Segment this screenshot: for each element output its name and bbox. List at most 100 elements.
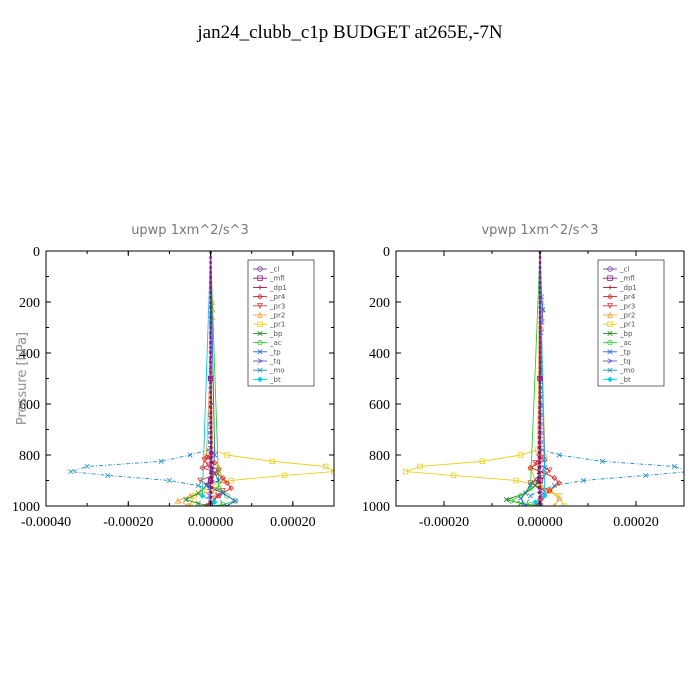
series-point_mo [671, 463, 677, 470]
series-point_pr1 [224, 452, 230, 458]
series-point_bp [523, 490, 529, 496]
x-tick-label: 0.00000 [517, 515, 563, 530]
series-point_mo [187, 452, 193, 458]
series-point_pr4 [551, 475, 558, 481]
series-point_mo [599, 458, 605, 464]
series-point_pr4 [215, 492, 222, 499]
series-point_pr1 [417, 463, 423, 470]
series-point_bt [199, 492, 206, 499]
series-point_pr2 [187, 492, 193, 499]
series-point_pr3 [197, 477, 204, 484]
series-point_pr1 [402, 468, 409, 475]
y-tick-label: 0 [383, 245, 390, 260]
legend-label_cl: _cl [269, 266, 279, 274]
legend-marker_tq [257, 358, 264, 364]
series-point_mo [105, 472, 111, 478]
legend-marker_mfl [257, 275, 263, 281]
series-point_pr3 [532, 459, 539, 466]
vpwp-panel: vpwp 1xm^2/s^3 Pressure [hPa] 0 200 400 600 80… [15, 223, 692, 530]
series-point_tp [518, 495, 524, 501]
series-point_tp [216, 477, 222, 484]
series-point_tp [542, 465, 548, 471]
legend-marker_ac [607, 339, 613, 346]
legend-label_bt: _bt [269, 376, 281, 384]
y-tick-label: 1000 [362, 500, 390, 515]
series-point_pr1 [269, 458, 275, 465]
legend-marker_tp [257, 349, 263, 355]
x-tick-label: 0.00020 [613, 515, 659, 530]
series-point_ac [232, 498, 238, 504]
legend-marker_dp1 [257, 285, 263, 290]
x-tick-label: -0.00040 [21, 515, 71, 530]
series-line_mo [70, 251, 224, 506]
legend-label_ac: _ac [619, 339, 632, 347]
legend-marker_pr2 [607, 311, 613, 318]
vpwp-series-group [402, 251, 692, 506]
legend-marker_pr4 [257, 293, 263, 300]
series-point_pr1 [561, 503, 567, 506]
y-tick-label: 600 [19, 398, 40, 413]
legend-label_cl: _cl [619, 266, 629, 274]
series-point_dp1 [209, 478, 215, 483]
series-point_bp [195, 500, 201, 506]
series-point_bt [541, 492, 548, 499]
series-point_pr4 [199, 464, 206, 471]
series-point_mo [580, 477, 586, 484]
legend-label_pr4: _pr4 [269, 293, 286, 301]
series-point_mo [527, 493, 533, 499]
series-point_pr1 [518, 452, 524, 458]
series-point_ac [508, 498, 514, 504]
series-point_tp [224, 503, 230, 506]
x-tick-label: -0.00020 [419, 515, 469, 530]
upwp-y-axis-label: Pressure [hPa] [15, 332, 30, 425]
series-point_ac [224, 493, 230, 499]
series-point_pr4 [556, 480, 563, 486]
legend-label_tq: _tq [619, 358, 631, 366]
series-point_pr4 [211, 459, 218, 466]
vpwp-panel-title: vpwp 1xm^2/s^3 [481, 223, 598, 238]
legend-marker_tq [607, 358, 614, 364]
series-point_pr4 [546, 487, 553, 494]
series-point_mo [166, 477, 173, 484]
vpwp-legend: _cl_mfl_dp1_pr4_pr3_pr2_pr1_bp_ac_tp_tq_… [597, 259, 665, 387]
series-line_mo [525, 251, 684, 506]
upwp-panel: upwp 1xm^2/s^3 Pressure [hPa] 0 200 400 600 80… [12, 223, 335, 530]
series-point_pr1 [281, 472, 288, 479]
legend-label_bp: _bp [269, 330, 283, 338]
series-point_pr3 [211, 495, 218, 502]
series-point_tp [220, 490, 226, 496]
series-point_mo [551, 483, 557, 489]
series-point_dp1 [536, 478, 541, 483]
series-point_ac [527, 502, 534, 506]
legend-label_mfl: _mfl [619, 275, 635, 283]
series-point_mo [195, 483, 201, 489]
upwp-legend: _cl_mfl_dp1_pr4_pr3_pr2_pr1_bp_ac_tp_tq_… [247, 259, 315, 387]
series-point_mfl [537, 375, 543, 382]
y-tick-label: 0 [33, 245, 40, 260]
legend-marker_mo [257, 367, 263, 373]
upwp-panel-title: upwp 1xm^2/s^3 [131, 223, 249, 238]
legend-marker_pr2 [257, 311, 263, 318]
legend-label_tq: _tq [269, 358, 281, 366]
x-tick-label: 0.00020 [270, 515, 316, 530]
legend-marker_pr4 [607, 293, 613, 300]
series-point_pr2 [556, 495, 563, 502]
series-point_pr1 [513, 477, 519, 484]
y-tick-label: 600 [369, 398, 390, 413]
x-tick-label: 0.00000 [188, 515, 234, 530]
legend-label_pr1: _pr1 [619, 321, 635, 329]
legend-label_pr1: _pr1 [269, 321, 285, 329]
x-tick-label: -0.00020 [103, 515, 153, 530]
legend-marker_mfl [607, 275, 613, 281]
y-tick-label: 400 [369, 347, 390, 362]
legend-marker_cl [607, 266, 613, 272]
series-point_mo [687, 469, 692, 474]
legend-label_mfl: _mfl [269, 275, 285, 283]
legend-marker_tp [607, 349, 613, 355]
series-point_mfl [537, 477, 543, 484]
series-point_pr1 [323, 463, 329, 470]
series-point_tq [206, 493, 213, 499]
legend-marker_cl [257, 266, 263, 272]
series-line_ac [509, 251, 541, 506]
